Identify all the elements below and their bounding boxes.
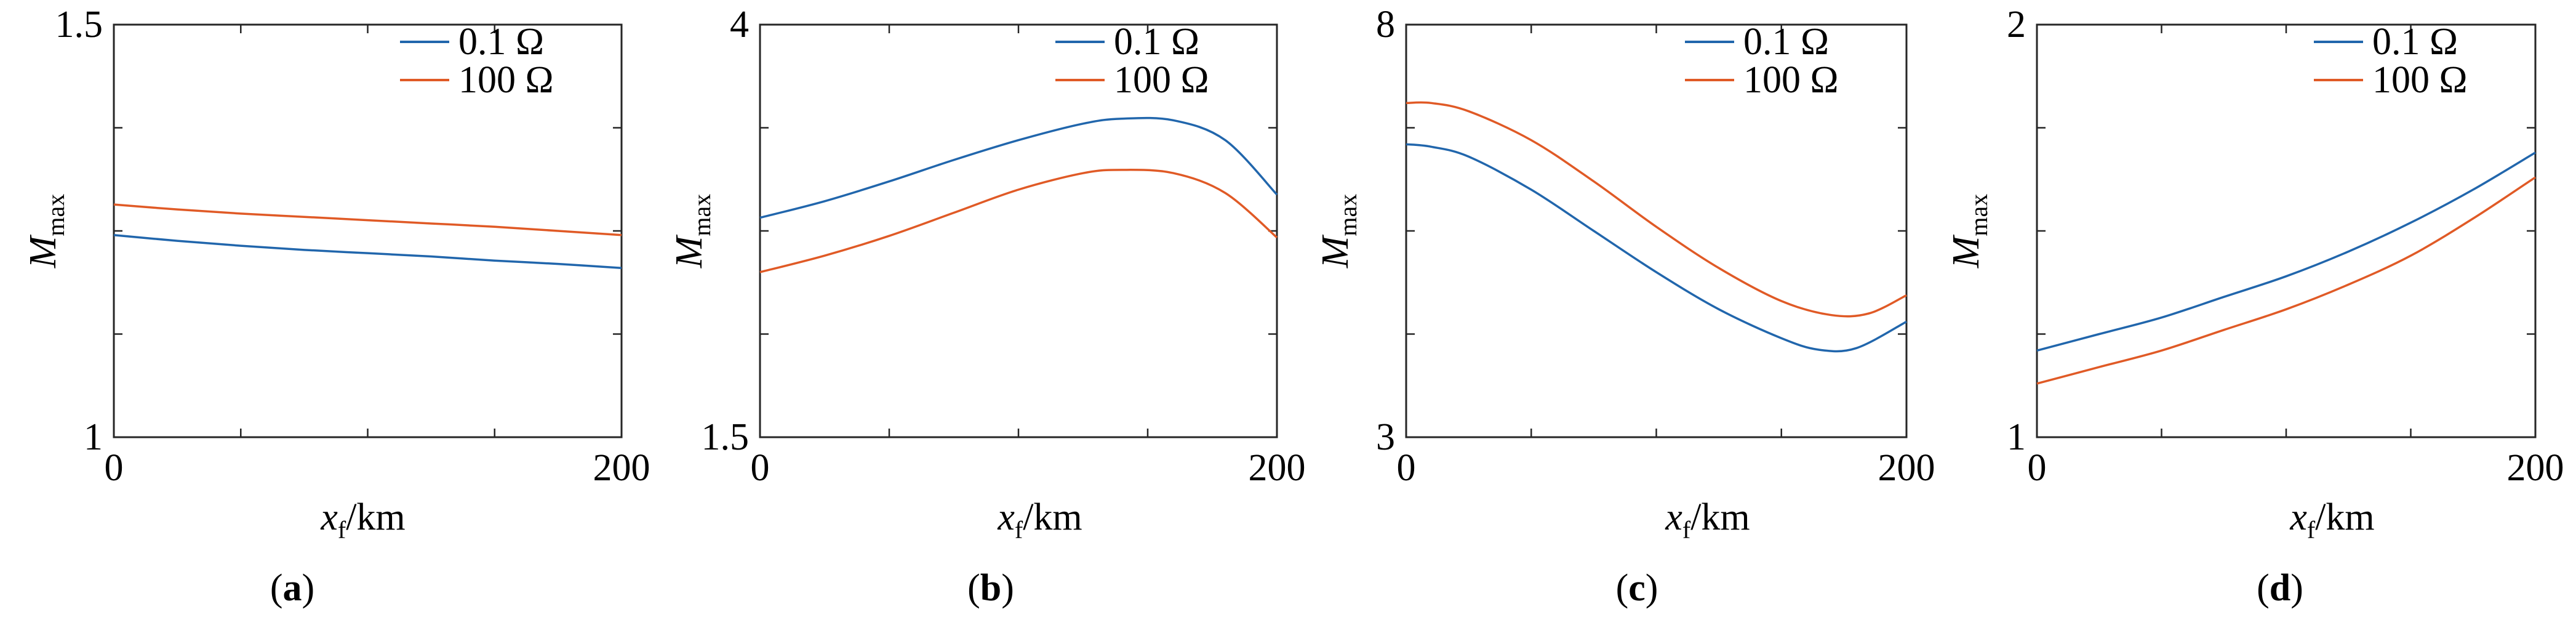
x-axis-label: xf/km <box>2289 496 2374 544</box>
y-axis-label: Mmax <box>668 194 716 269</box>
x-axis-label-sub: f <box>1015 516 1023 544</box>
x-tick-label: 0 <box>105 447 124 489</box>
caption-letter: c <box>1628 567 1646 609</box>
caption-letter: d <box>2270 567 2290 609</box>
y-tick-label: 1.5 <box>55 4 103 46</box>
series-line-100-ohm <box>113 203 622 236</box>
y-tick-label: 3 <box>1376 416 1395 458</box>
legend-label: 0.1 Ω <box>1743 21 1829 63</box>
caption-close-paren: ) <box>1646 567 1658 609</box>
x-tick-label: 200 <box>1249 447 1306 489</box>
series-line-0-1-ohm <box>1406 143 1907 353</box>
y-axis-label: Mmax <box>1314 194 1362 269</box>
x-axis-label-main: x <box>2289 496 2307 538</box>
y-axis-label-main: M <box>1945 234 1987 268</box>
x-axis-label-main: x <box>320 496 338 538</box>
caption-letter: b <box>980 567 1001 609</box>
y-axis-label-sub: max <box>1334 194 1362 236</box>
y-tick-label: 8 <box>1376 4 1395 46</box>
x-axis-label-main: x <box>997 496 1015 538</box>
y-tick-label: 2 <box>2007 4 2026 46</box>
y-axis-label-sub: max <box>1965 194 1993 236</box>
x-tick-label: 0 <box>751 447 770 489</box>
x-axis-label-main: x <box>1665 496 1682 538</box>
x-axis-label-sub: f <box>2307 516 2316 544</box>
y-axis-label: Mmax <box>22 194 70 269</box>
series-line-100-ohm <box>2036 176 2536 385</box>
y-axis-label: Mmax <box>1945 194 1993 269</box>
legend-label: 100 Ω <box>458 59 554 101</box>
caption-open-paren: ( <box>270 567 283 609</box>
series-line-100-ohm <box>759 169 1278 273</box>
series-line-0-1-ohm <box>113 233 622 270</box>
panel-caption: (a) <box>270 567 314 609</box>
x-tick-label: 200 <box>1878 447 1935 489</box>
caption-close-paren: ) <box>1001 567 1014 609</box>
y-axis-label-sub: max <box>688 194 716 236</box>
caption-close-paren: ) <box>302 567 315 609</box>
x-tick-label: 200 <box>2507 447 2564 489</box>
legend-label: 0.1 Ω <box>458 21 544 63</box>
series-line-0-1-ohm <box>2036 151 2536 352</box>
panel-caption: (b) <box>967 567 1014 609</box>
x-tick-label: 0 <box>1397 447 1416 489</box>
legend-label: 100 Ω <box>1114 59 1209 101</box>
series-line-0-1-ohm <box>759 116 1278 219</box>
caption-open-paren: ( <box>967 567 980 609</box>
y-tick-label: 1 <box>84 416 103 458</box>
legend-label: 0.1 Ω <box>2372 21 2458 63</box>
x-axis-label-unit: /km <box>2315 496 2374 538</box>
legend-label: 100 Ω <box>2372 59 2468 101</box>
caption-letter: a <box>283 567 302 609</box>
x-axis-label: xf/km <box>1665 496 1750 544</box>
x-axis-label-unit: /km <box>1023 496 1082 538</box>
series-line-100-ohm <box>1406 101 1907 318</box>
x-tick-label: 200 <box>593 447 650 489</box>
y-axis-label-main: M <box>668 234 710 268</box>
y-tick-label: 1.5 <box>702 416 750 458</box>
panel-caption: (d) <box>2257 567 2303 609</box>
caption-close-paren: ) <box>2290 567 2303 609</box>
x-axis-label-sub: f <box>338 516 346 544</box>
caption-open-paren: ( <box>2257 567 2270 609</box>
y-axis-label-sub: max <box>42 194 70 236</box>
y-axis-label-main: M <box>1314 234 1356 268</box>
y-tick-label: 4 <box>730 4 749 46</box>
y-axis-label-main: M <box>22 234 64 268</box>
x-axis-label-unit: /km <box>346 496 405 538</box>
legend-label: 0.1 Ω <box>1114 21 1199 63</box>
x-axis-label: xf/km <box>320 496 405 544</box>
panel-caption: (c) <box>1616 567 1658 609</box>
caption-open-paren: ( <box>1616 567 1629 609</box>
x-axis-label-sub: f <box>1682 516 1691 544</box>
x-axis-label-unit: /km <box>1690 496 1750 538</box>
y-tick-label: 1 <box>2007 416 2026 458</box>
legend-label: 100 Ω <box>1743 59 1839 101</box>
x-axis-label: xf/km <box>997 496 1082 544</box>
x-tick-label: 0 <box>2028 447 2047 489</box>
